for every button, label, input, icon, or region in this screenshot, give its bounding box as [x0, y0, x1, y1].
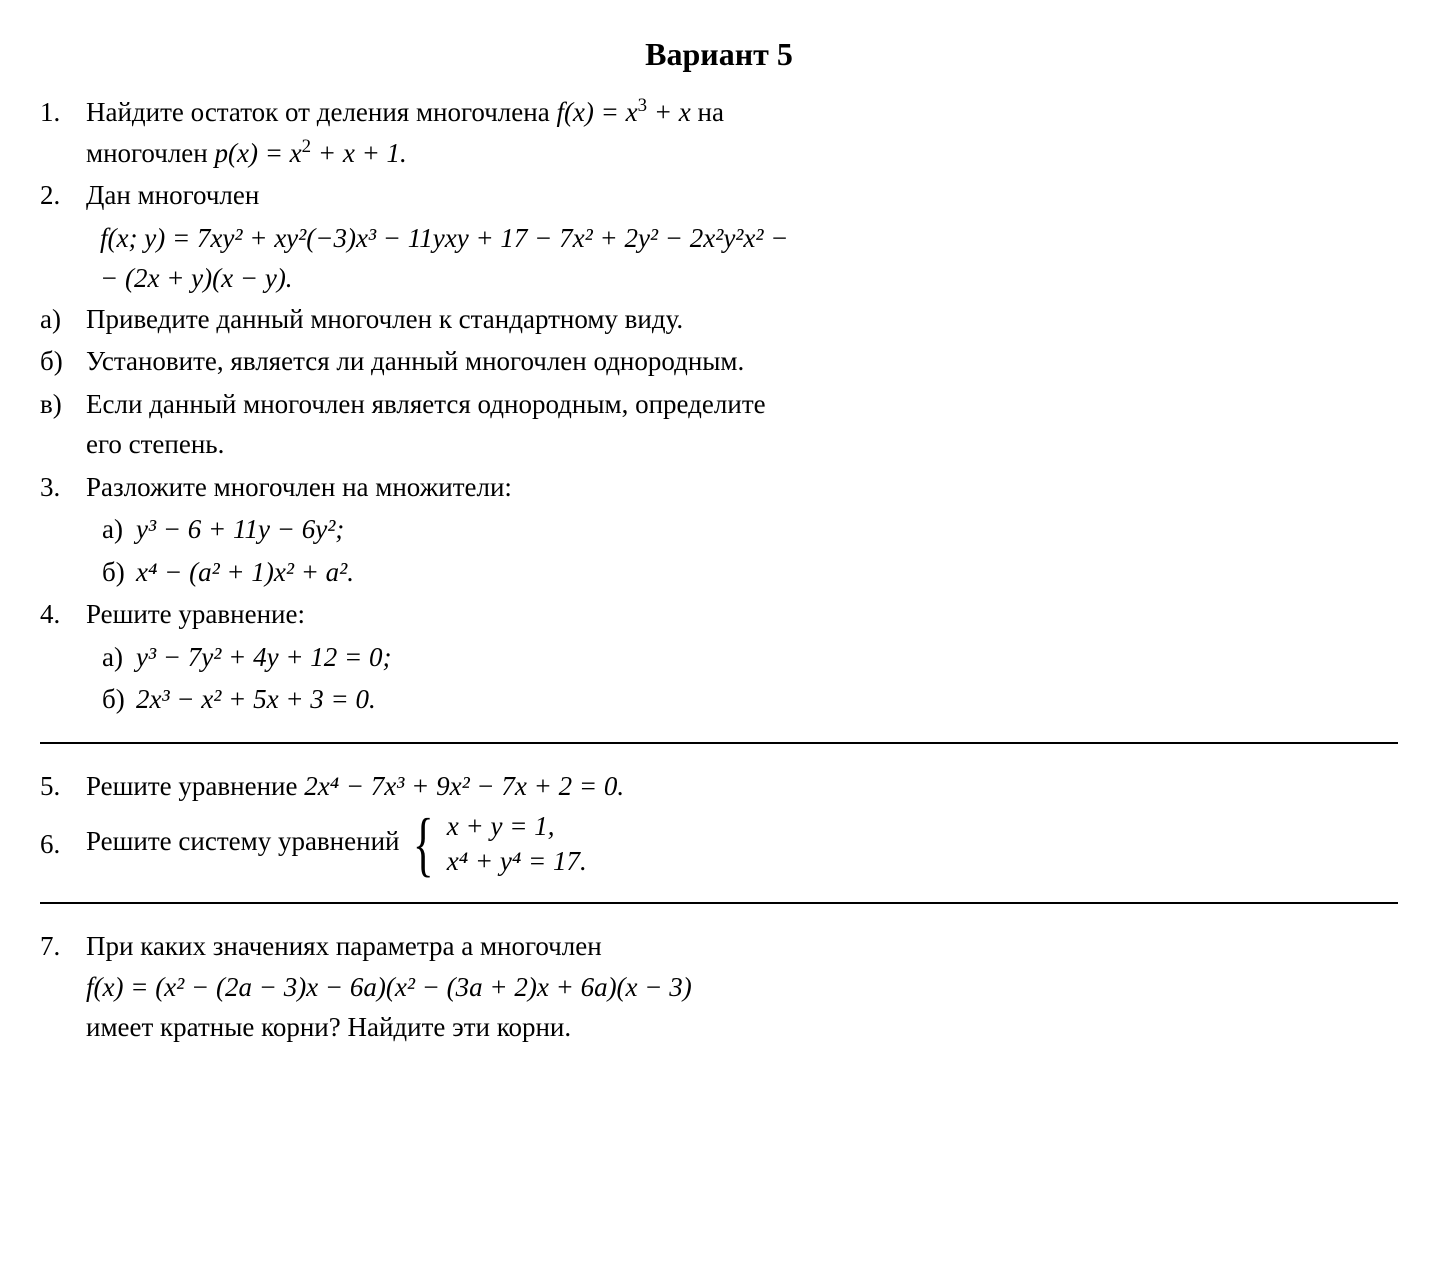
problem-2-eq-line2: − (2x + y)(x − y). [40, 258, 1398, 299]
text: Решите уравнение [86, 771, 304, 801]
problem-5: 5. Решите уравнение 2x⁴ − 7x³ + 9x² − 7x… [40, 766, 1398, 807]
sub-label: а) [102, 637, 136, 678]
problem-2b: б) Установите, является ли данный многоч… [40, 341, 1398, 382]
divider [40, 902, 1398, 904]
problem-4b: б) 2x³ − x² + 5x + 3 = 0. [40, 679, 1398, 720]
equation-system: { x + y = 1, x⁴ + y⁴ = 17. [406, 808, 587, 880]
problem-2: 2. Дан многочлен [40, 175, 1398, 216]
math: 2x³ − x² + 5x + 3 = 0. [136, 679, 376, 720]
problem-number: 2. [40, 175, 86, 216]
problem-3: 3. Разложите многочлен на множители: [40, 467, 1398, 508]
sub-label: б) [40, 341, 86, 382]
sub-label: а) [40, 299, 86, 340]
math: f(x; y) = 7xy² + xy²(−3)x³ − 11yxy + 17 … [100, 223, 788, 253]
text: Если данный многочлен является однородны… [86, 384, 1398, 465]
math: p(x) = x2 + x + 1. [214, 138, 406, 168]
sub-label: в) [40, 384, 86, 465]
problem-number: 5. [40, 766, 86, 807]
problem-2c: в) Если данный многочлен является одноро… [40, 384, 1398, 465]
math: x⁴ + y⁴ = 17. [447, 844, 587, 879]
math: f(x) = x3 + x [556, 97, 690, 127]
problem-6: 6. Решите систему уравнений { x + y = 1,… [40, 808, 1398, 880]
text: Установите, является ли данный многочлен… [86, 341, 1398, 382]
problem-body: При каких значениях параметра a многочле… [86, 926, 1398, 1048]
problem-2-eq-line1: f(x; y) = 7xy² + xy²(−3)x³ − 11yxy + 17 … [40, 218, 1398, 259]
text: При каких значениях параметра a многочле… [86, 931, 602, 961]
math: − (2x + y)(x − y). [100, 263, 293, 293]
text: Найдите остаток от деления многочлена [86, 97, 556, 127]
problem-3a: а) y³ − 6 + 11y − 6y²; [40, 509, 1398, 550]
math: y³ − 6 + 11y − 6y²; [136, 509, 344, 550]
sub-label: б) [102, 679, 136, 720]
problem-number: 6. [40, 824, 86, 865]
text: Дан многочлен [86, 180, 259, 210]
math: x + y = 1, [447, 809, 587, 844]
problem-body: Дан многочлен [86, 175, 1398, 216]
problem-body: Решите систему уравнений { x + y = 1, x⁴… [86, 808, 1398, 880]
problem-number: 7. [40, 926, 86, 1048]
sub-label: а) [102, 509, 136, 550]
math: 2x⁴ − 7x³ + 9x² − 7x + 2 = 0. [304, 771, 624, 801]
math: x⁴ − (a² + 1)x² + a². [136, 552, 354, 593]
problem-2a: а) Приведите данный многочлен к стандарт… [40, 299, 1398, 340]
text: имеет кратные корни? Найдите эти корни. [86, 1012, 571, 1042]
problem-4: 4. Решите уравнение: [40, 594, 1398, 635]
sub-label: б) [102, 552, 136, 593]
divider [40, 742, 1398, 744]
problem-number: 1. [40, 92, 86, 173]
text: Приведите данный многочлен к стандартном… [86, 299, 1398, 340]
math: f(x) = (x² − (2a − 3)x − 6a)(x² − (3a + … [86, 972, 692, 1002]
problem-4a: а) y³ − 7y² + 4y + 12 = 0; [40, 637, 1398, 678]
text: Разложите многочлен на множители: [86, 467, 1398, 508]
problem-body: Решите уравнение 2x⁴ − 7x³ + 9x² − 7x + … [86, 766, 1398, 807]
variant-title: Вариант 5 [40, 30, 1398, 78]
math: y³ − 7y² + 4y + 12 = 0; [136, 637, 392, 678]
problem-body: Найдите остаток от деления многочлена f(… [86, 92, 1398, 173]
problem-3b: б) x⁴ − (a² + 1)x² + a². [40, 552, 1398, 593]
problem-number: 4. [40, 594, 86, 635]
problem-7: 7. При каких значениях параметра a много… [40, 926, 1398, 1048]
text: многочлен [86, 138, 214, 168]
text: Решите систему уравнений [86, 826, 406, 856]
problem-1: 1. Найдите остаток от деления многочлена… [40, 92, 1398, 173]
text: на [691, 97, 724, 127]
text: Решите уравнение: [86, 594, 1398, 635]
left-brace-icon: { [413, 808, 434, 880]
problem-number: 3. [40, 467, 86, 508]
